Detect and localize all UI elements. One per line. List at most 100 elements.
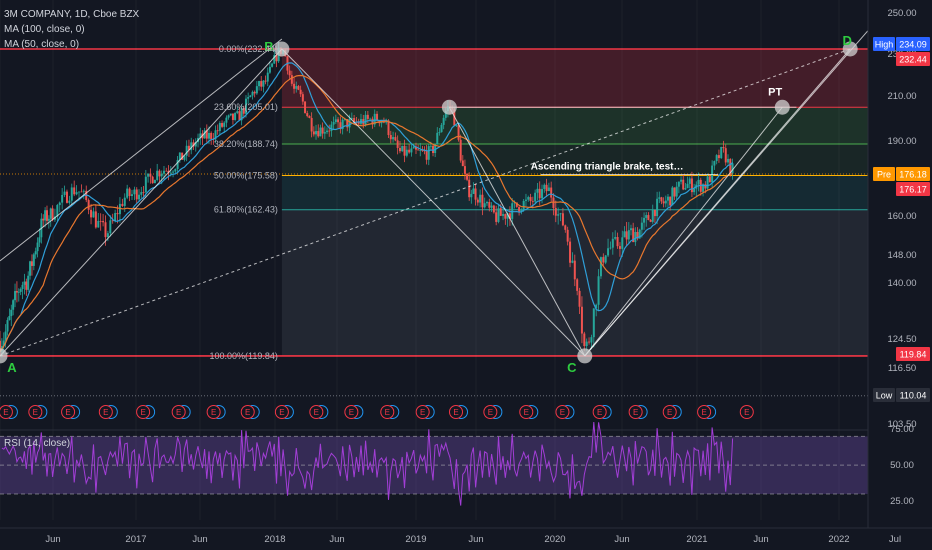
candle	[616, 232, 619, 249]
candle	[73, 180, 76, 197]
candle	[199, 127, 202, 145]
candle	[547, 182, 550, 192]
point-d-label: D	[843, 33, 852, 48]
candle	[158, 169, 161, 182]
svg-text:E: E	[420, 408, 425, 417]
candle	[70, 183, 73, 207]
candle	[488, 198, 491, 212]
candle	[656, 191, 659, 225]
candle	[554, 200, 557, 223]
candle	[27, 271, 30, 292]
candle	[427, 143, 430, 166]
candle	[724, 144, 727, 166]
line-c-pt	[584, 106, 783, 357]
candle	[32, 252, 35, 271]
candle	[337, 117, 340, 129]
candle	[304, 101, 307, 114]
candle	[185, 140, 188, 162]
candle	[640, 217, 643, 238]
line-a-d	[0, 48, 851, 357]
candle	[474, 183, 477, 206]
candle	[14, 283, 17, 308]
candle	[42, 214, 45, 228]
candle	[19, 287, 22, 296]
candle	[262, 80, 265, 93]
line-midpeak-c	[448, 107, 586, 357]
candle	[258, 80, 261, 91]
candle	[341, 116, 344, 135]
candle	[442, 114, 445, 130]
candle	[609, 241, 612, 250]
pivot-circle-2	[577, 348, 593, 364]
fib-label-4: 61.80%(162.43)	[214, 205, 278, 215]
candle	[153, 179, 156, 184]
candles	[0, 41, 734, 358]
pivot-circle-0	[0, 348, 8, 364]
candle	[38, 228, 41, 248]
svg-text:232.44: 232.44	[899, 55, 927, 65]
candle	[583, 331, 586, 351]
candle	[94, 204, 97, 229]
svg-text:E: E	[314, 408, 319, 417]
time-tick-10: Jun	[753, 534, 768, 545]
earnings-marker: E	[61, 405, 81, 419]
candle	[183, 155, 186, 162]
candle	[632, 222, 635, 243]
earnings-marker: E	[415, 405, 435, 419]
svg-text:E: E	[279, 408, 284, 417]
candle	[713, 160, 716, 170]
candle	[531, 196, 534, 209]
candle	[472, 182, 475, 195]
fib-label-1: 23.60%(205.01)	[214, 102, 278, 112]
price-tick-7: 140.00	[887, 278, 916, 289]
candle	[321, 122, 324, 139]
candle	[271, 62, 274, 68]
drawings: A B C D PT Ascending triangle brake, test…	[0, 24, 873, 375]
candle	[455, 124, 458, 128]
point-b-label: B	[264, 39, 273, 54]
candle	[463, 159, 466, 180]
candle	[649, 219, 652, 223]
candle	[328, 124, 331, 137]
candle	[662, 197, 665, 208]
candle	[524, 193, 527, 207]
pt-label: PT	[768, 86, 782, 98]
candle	[30, 254, 33, 276]
candle	[573, 254, 576, 287]
candle	[176, 155, 179, 173]
candle	[97, 213, 100, 228]
time-tick-4: Jun	[329, 534, 344, 545]
candle	[75, 185, 78, 196]
svg-text:E: E	[33, 408, 38, 417]
candle	[483, 197, 486, 209]
fib-zone-3	[281, 175, 868, 210]
svg-text:Pre: Pre	[877, 170, 891, 180]
price-badge-1: 232.44	[896, 52, 930, 66]
candle	[0, 330, 1, 355]
svg-text:E: E	[103, 408, 108, 417]
candle	[497, 204, 500, 224]
ma50-legend: MA (50, close, 0)	[4, 39, 80, 50]
candle	[90, 203, 93, 225]
candle	[680, 176, 683, 185]
price-badge-2: Pre 176.18	[873, 167, 930, 181]
candle	[147, 173, 150, 183]
candle	[470, 189, 473, 204]
candle	[49, 207, 52, 227]
fib-zones	[0, 48, 868, 397]
candle	[190, 137, 193, 155]
candle	[634, 227, 637, 246]
rsi-line	[1, 421, 734, 506]
price-axis: 250.00230.00210.00190.00160.00148.00140.…	[867, 0, 932, 550]
candle	[205, 124, 208, 144]
candle	[664, 195, 667, 208]
earnings-marker: E	[171, 405, 191, 419]
candle	[326, 127, 329, 135]
candle	[398, 141, 401, 154]
svg-text:E: E	[3, 408, 8, 417]
point-a-label: A	[7, 360, 17, 375]
candle	[295, 81, 298, 93]
candle	[708, 174, 711, 183]
